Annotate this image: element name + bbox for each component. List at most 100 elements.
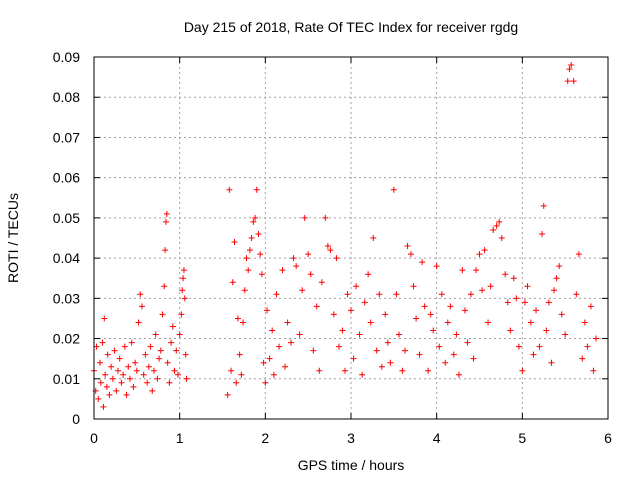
data-point xyxy=(264,307,271,314)
x-tick-label: 3 xyxy=(347,430,355,446)
data-point xyxy=(524,283,531,290)
data-point xyxy=(135,319,142,326)
data-point xyxy=(365,271,372,278)
data-point xyxy=(461,307,468,314)
data-point xyxy=(305,251,312,258)
data-point xyxy=(248,235,255,241)
chart-title: Day 215 of 2018, Rate Of TEC Index for r… xyxy=(184,19,518,35)
data-point xyxy=(269,327,276,334)
data-point xyxy=(179,287,186,294)
data-point xyxy=(171,367,178,374)
data-point xyxy=(333,255,340,262)
data-point xyxy=(348,307,354,314)
data-point xyxy=(266,355,273,362)
data-point xyxy=(181,295,188,302)
data-point xyxy=(327,247,334,254)
data-point xyxy=(252,214,259,221)
data-point xyxy=(344,291,351,298)
data-point xyxy=(121,343,128,350)
data-point xyxy=(245,267,252,274)
data-point xyxy=(125,363,132,370)
data-point xyxy=(401,347,408,354)
data-point xyxy=(350,355,357,362)
data-point xyxy=(93,343,100,350)
data-point xyxy=(536,343,543,350)
data-point xyxy=(485,319,492,326)
data-point xyxy=(330,311,337,318)
data-point xyxy=(123,391,130,398)
tick-labels: 0 1 2 3 4 5 6 0 0.01 0.02 0.03 0.04 0.05 0.06 0.07 0.08… xyxy=(53,49,612,446)
data-point xyxy=(353,283,360,290)
data-point xyxy=(515,343,522,350)
data-point xyxy=(250,218,257,225)
data-point xyxy=(581,319,588,326)
data-point xyxy=(149,387,156,394)
data-point xyxy=(504,299,511,306)
data-point xyxy=(313,303,320,310)
data-point xyxy=(450,351,457,358)
data-point xyxy=(498,235,505,241)
data-point xyxy=(562,331,569,338)
data-point xyxy=(284,319,291,326)
data-point xyxy=(180,275,187,282)
data-point xyxy=(387,359,394,366)
data-point xyxy=(543,327,550,334)
data-point xyxy=(116,355,123,362)
data-point xyxy=(590,367,597,374)
data-point xyxy=(228,367,235,374)
data-point xyxy=(236,351,243,358)
y-tick-label: 0.09 xyxy=(53,49,80,65)
data-point xyxy=(479,287,486,294)
data-point xyxy=(568,62,575,69)
grid-lines xyxy=(94,57,608,419)
data-point xyxy=(162,218,169,225)
data-point xyxy=(436,343,443,350)
data-point xyxy=(444,319,451,326)
data-point xyxy=(566,66,573,73)
data-point xyxy=(464,339,471,346)
data-point xyxy=(539,230,546,237)
y-tick-label: 0.08 xyxy=(53,89,80,105)
data-point xyxy=(147,343,154,350)
data-point xyxy=(290,255,297,262)
data-point xyxy=(174,371,181,378)
data-point xyxy=(130,383,137,390)
data-point xyxy=(553,275,560,282)
data-point xyxy=(233,379,240,386)
data-point xyxy=(282,363,289,370)
data-point xyxy=(255,230,262,237)
data-point xyxy=(395,331,402,338)
data-point xyxy=(502,271,509,278)
data-point xyxy=(296,331,303,338)
data-point xyxy=(231,239,238,246)
data-point xyxy=(587,303,594,310)
data-point xyxy=(144,379,151,386)
data-point xyxy=(410,283,417,290)
data-point xyxy=(527,319,534,326)
data-point xyxy=(356,331,363,338)
x-tick-label: 4 xyxy=(433,430,441,446)
data-point xyxy=(564,78,571,85)
data-point xyxy=(376,291,383,298)
data-point xyxy=(481,247,488,254)
data-point xyxy=(276,343,283,350)
x-tick-label: 6 xyxy=(604,430,612,446)
data-point xyxy=(126,375,133,382)
data-point xyxy=(234,315,241,322)
data-point xyxy=(390,186,397,193)
data-point xyxy=(108,363,115,370)
data-point xyxy=(584,343,591,350)
data-point xyxy=(118,379,125,386)
data-point xyxy=(336,343,343,350)
data-point xyxy=(279,267,286,274)
data-point xyxy=(103,383,110,390)
x-tick-label: 5 xyxy=(518,430,526,446)
y-tick-label: 0.05 xyxy=(53,210,80,226)
data-point xyxy=(176,331,183,338)
data-point xyxy=(150,367,157,374)
data-point xyxy=(442,359,449,366)
data-point xyxy=(318,279,325,286)
data-point xyxy=(111,347,118,354)
data-point xyxy=(183,375,190,382)
data-point xyxy=(513,295,520,302)
